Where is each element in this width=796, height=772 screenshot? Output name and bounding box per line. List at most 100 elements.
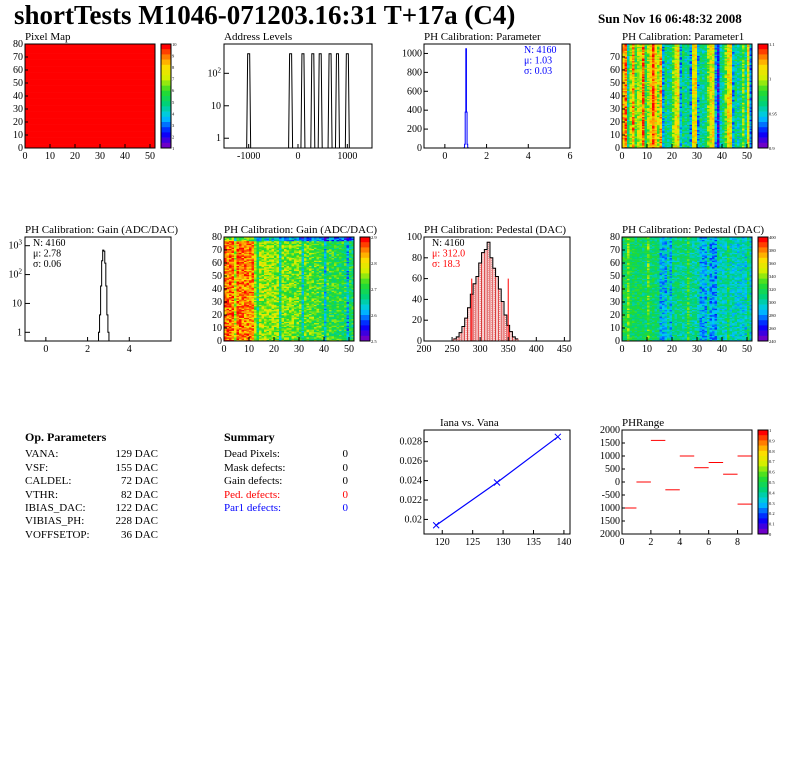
heatmap-cell [55,58,58,60]
heatmap-cell [77,118,81,120]
heatmap-cell [72,135,76,137]
heatmap-cell [42,118,46,120]
heatmap-cell [60,76,63,79]
heatmap-cell [50,98,53,101]
heatmap-cell [47,135,51,137]
heatmap-cell [57,90,61,93]
heatmap-cell [47,64,51,67]
y-tick-label: 50 [13,78,23,89]
heatmap-cell [40,138,43,141]
heatmap-cell [32,44,36,46]
heatmap-cell [65,57,68,59]
heatmap-cell [42,83,46,85]
heatmap-cell [30,103,33,106]
heatmap-cell [55,116,58,119]
heatmap-cell [52,72,56,75]
heatmap-cell [77,107,81,110]
heatmap-cell [70,66,73,68]
heatmap-cell [55,102,58,105]
heatmap-cell [60,107,63,110]
y-tick-label: 10 [13,130,23,141]
heatmap-cell [27,99,31,102]
heatmap-cell [35,94,38,97]
heatmap-cell [45,72,48,75]
heatmap-cell [57,92,61,94]
heatmap-cell [72,112,76,115]
heatmap-cell [47,67,51,69]
heatmap-cell [72,90,76,93]
heatmap-cell [65,116,68,119]
heatmap-cell [60,129,63,132]
heatmap-cell [30,141,33,144]
heatmap-cell [47,84,51,86]
heatmap-cell [60,45,63,47]
heatmap-cell [57,66,61,68]
heatmap-cell [55,77,58,80]
heatmap-cell [30,144,33,146]
heatmap-cell [77,86,81,89]
heatmap-cell [57,123,61,125]
heatmap-cell [52,49,56,51]
heatmap-cell [72,120,76,123]
heatmap-cell [35,53,38,55]
heatmap-cell [57,118,61,120]
heatmap-cell [32,137,36,140]
heatmap-cell [52,116,56,119]
heatmap-cell [75,94,78,97]
heatmap-cell [37,96,41,98]
heatmap-cell [32,99,36,102]
heatmap-cell [30,125,33,128]
heatmap-cell [50,55,53,58]
heatmap-cell [32,102,36,105]
heatmap-cell [60,128,63,131]
heatmap-cell [60,77,63,80]
heatmap-cell [52,132,56,134]
heatmap-cell [62,122,66,124]
heatmap-cell [60,59,63,62]
heatmap-cell [70,59,73,62]
heatmap-cell [45,136,48,138]
heatmap-cell [27,50,31,53]
heatmap-cell [60,68,63,71]
heatmap-cell [27,129,31,132]
heatmap-cell [65,94,68,97]
heatmap-cell [45,49,48,51]
heatmap-cell [32,98,36,101]
heatmap-cell [40,75,43,77]
panel-title: Pixel Map [25,31,71,43]
heatmap-cell [35,105,38,107]
heatmap-cell [60,70,63,72]
heatmap-cell [65,133,68,136]
heatmap-cell [65,75,68,77]
heatmap-cell [27,131,31,133]
heatmap-cell [32,58,36,60]
heatmap-cell [37,120,41,123]
heatmap-cell [52,119,56,121]
heatmap-cell [52,133,56,136]
heatmap-cell [70,79,73,81]
heatmap-cell [67,137,71,140]
heatmap-cell [70,68,73,71]
heatmap-cell [67,119,71,121]
heatmap-cell [67,141,71,144]
heatmap-cell [80,135,83,137]
heatmap-cell [37,101,41,103]
heatmap-cell [37,145,41,147]
heatmap-cell [75,96,78,98]
heatmap-cell [52,47,56,50]
heatmap-cell [70,129,73,132]
heatmap-cell [57,93,61,95]
heatmap-cell [62,140,66,142]
heatmap-cell [65,44,68,46]
heatmap-cell [40,60,43,63]
heatmap-cell [72,131,76,133]
heatmap-cell [40,53,43,55]
heatmap-cell [52,86,56,89]
heatmap-cell [52,114,56,116]
heatmap-cell [75,57,78,59]
heatmap-cell [75,118,78,120]
heatmap-cell [35,99,38,102]
heatmap-cell [57,129,61,132]
heatmap-cell [65,58,68,60]
heatmap-cell [72,46,76,49]
